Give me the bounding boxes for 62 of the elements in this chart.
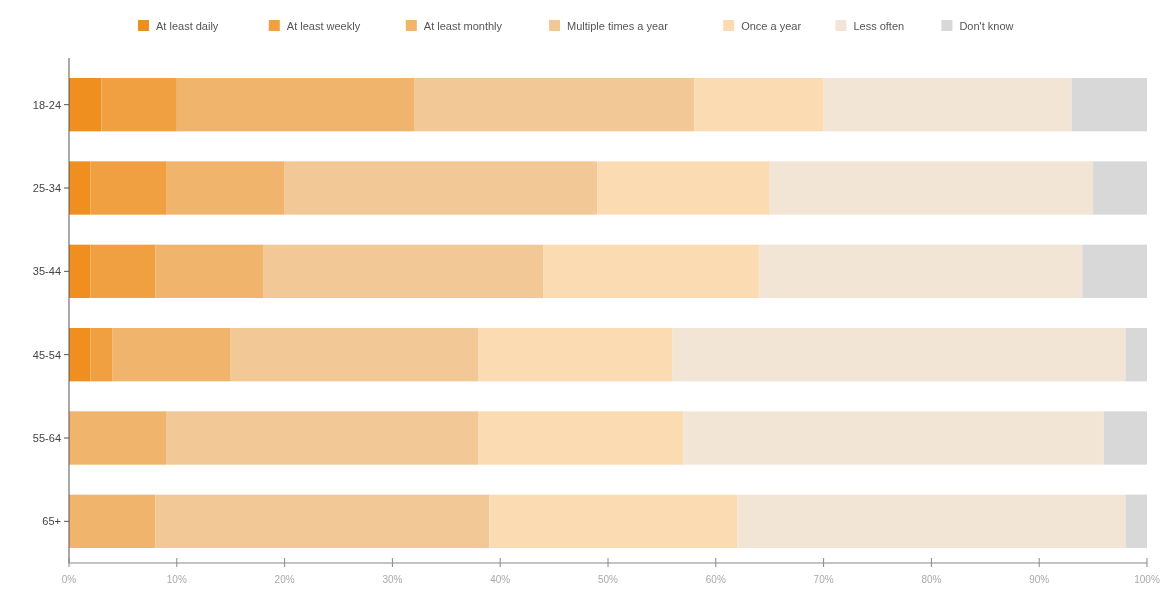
- bar: [543, 244, 759, 298]
- bar: [69, 244, 91, 298]
- bar: [112, 328, 231, 382]
- x-tick-label: 80%: [921, 574, 942, 585]
- x-tick-label: 50%: [597, 574, 619, 585]
- legend-label: At least monthly: [423, 20, 503, 32]
- y-tick-label: 18-24: [32, 98, 61, 111]
- bar: [90, 244, 156, 298]
- x-tick-label: 100%: [1134, 574, 1160, 585]
- bar: [1082, 244, 1147, 298]
- bar: [69, 328, 91, 382]
- x-tick-label: 0%: [61, 574, 77, 585]
- legend-label: Don't know: [959, 20, 1014, 32]
- bar: [1103, 411, 1147, 465]
- bar: [69, 161, 91, 215]
- bar: [737, 494, 1126, 548]
- bar: [263, 244, 544, 298]
- bar: [489, 494, 738, 548]
- x-tick-label: 40%: [490, 574, 511, 585]
- bar: [823, 78, 1072, 132]
- bar: [1093, 161, 1147, 215]
- bar: [769, 161, 1094, 215]
- x-tick-label: 20%: [274, 574, 295, 585]
- bar: [101, 78, 177, 132]
- legend-label: Less often: [853, 20, 905, 32]
- x-tick-label: 70%: [813, 574, 834, 585]
- bar: [413, 78, 695, 132]
- bar: [155, 494, 490, 548]
- bar: [694, 78, 824, 132]
- bar: [1125, 328, 1147, 382]
- bar: [683, 411, 1104, 465]
- legend-label: At least daily: [156, 20, 219, 32]
- x-tick-label: 90%: [1029, 574, 1050, 585]
- bar: [166, 161, 285, 215]
- y-tick-label: 45-54: [32, 348, 61, 361]
- x-tick-label: 30%: [382, 574, 403, 585]
- bar: [758, 244, 1083, 298]
- bar: [90, 161, 167, 215]
- x-tick-label: 60%: [705, 574, 726, 585]
- y-tick-label: 55-64: [32, 432, 61, 444]
- bar: [1071, 78, 1147, 132]
- bar: [69, 494, 156, 548]
- x-tick-label: 10%: [166, 574, 187, 585]
- bar: [176, 78, 414, 132]
- y-tick-label: 65+: [42, 515, 61, 528]
- bar: [672, 328, 1126, 382]
- bar: [166, 411, 479, 465]
- legend-label: Once a year: [741, 20, 802, 32]
- bar: [478, 411, 684, 465]
- bar: [1125, 494, 1147, 548]
- bar: [90, 328, 113, 382]
- y-tick-label: 35-44: [32, 265, 61, 278]
- bar: [69, 78, 102, 132]
- bar: [284, 161, 598, 215]
- bar: [155, 244, 264, 298]
- bar: [230, 328, 479, 382]
- legend-label: Multiple times a year: [567, 20, 669, 32]
- bar: [597, 161, 770, 215]
- y-tick-label: 25-34: [32, 182, 61, 194]
- bar: [478, 328, 673, 382]
- legend-label: At least weekly: [286, 20, 361, 32]
- bar: [69, 411, 167, 465]
